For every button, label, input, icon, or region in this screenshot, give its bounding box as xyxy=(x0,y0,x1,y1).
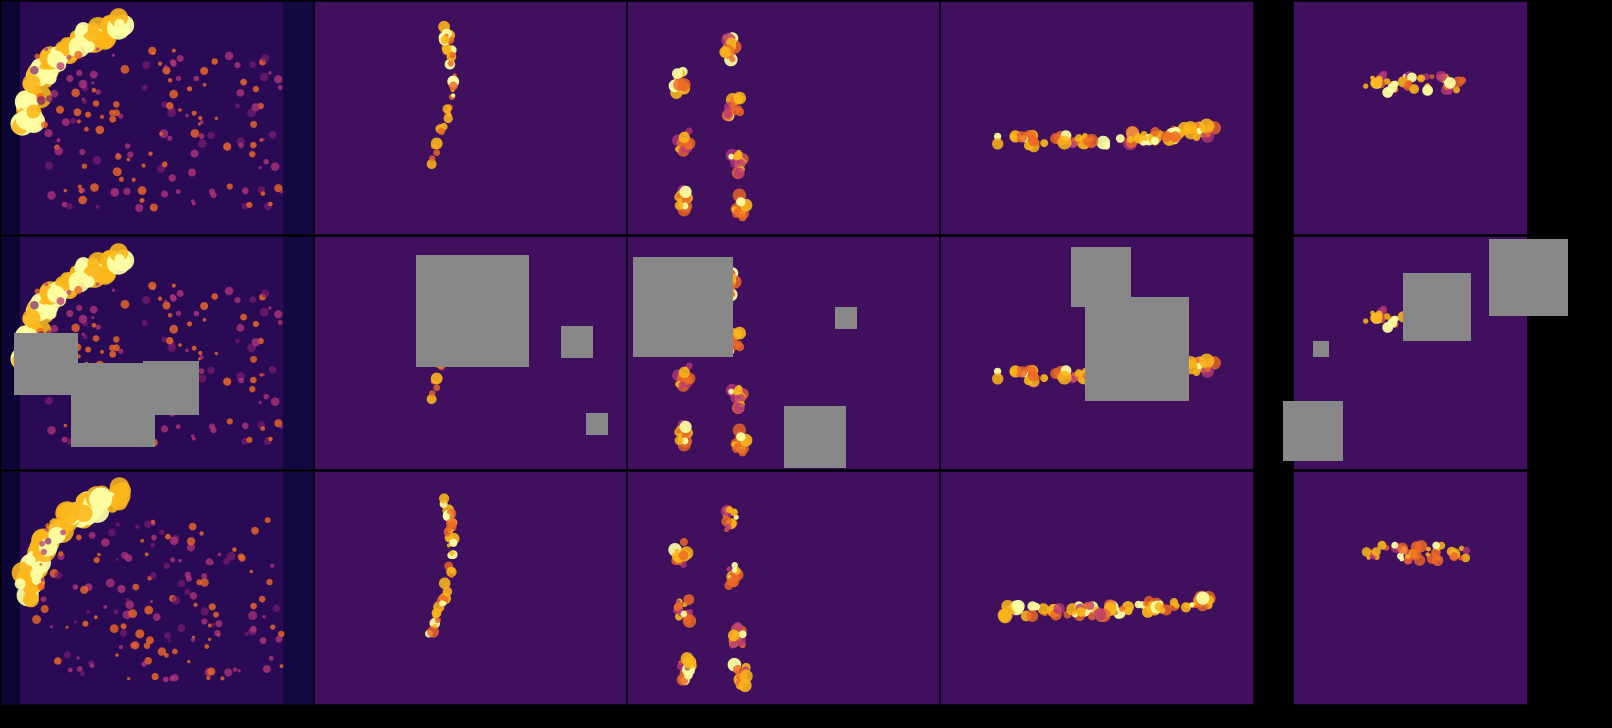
mask-patch xyxy=(561,326,593,358)
mask-patch xyxy=(633,257,733,357)
image-panel-masked-2 xyxy=(314,236,627,470)
image-panel-original-2 xyxy=(314,1,627,235)
thermal-image xyxy=(2,2,313,234)
thermal-image xyxy=(315,2,626,234)
image-panel-original-1 xyxy=(1,1,314,235)
image-panel-original-3 xyxy=(627,1,940,235)
mask-patch xyxy=(1283,401,1343,461)
mask-patch xyxy=(835,307,857,329)
mask-patch xyxy=(784,406,846,468)
image-panel-reconstruction-5 xyxy=(1293,471,1528,705)
image-panel-reconstruction-4 xyxy=(940,471,1254,705)
mask-patch xyxy=(1313,341,1329,357)
thermal-image xyxy=(1294,472,1527,704)
thermal-image xyxy=(941,472,1253,704)
mask-patch xyxy=(586,413,608,435)
image-panel-reconstruction-2 xyxy=(314,471,627,705)
thermal-image xyxy=(315,472,626,704)
mask-patch xyxy=(143,361,199,415)
mask-patch xyxy=(1489,239,1568,316)
image-panel-masked-1 xyxy=(1,236,314,470)
image-panel-masked-4 xyxy=(940,236,1254,470)
thermal-image xyxy=(941,2,1253,234)
thermal-image xyxy=(628,2,939,234)
image-panel-masked-3 xyxy=(627,236,940,470)
image-panel-original-4 xyxy=(940,1,1254,235)
image-panel-reconstruction-3 xyxy=(627,471,940,705)
mask-patch xyxy=(71,363,155,447)
thermal-image xyxy=(628,472,939,704)
image-panel-original-5 xyxy=(1293,1,1528,235)
mask-patch xyxy=(416,255,529,367)
thermal-image xyxy=(1294,2,1527,234)
thermal-image xyxy=(2,472,313,704)
mask-patch xyxy=(1085,297,1189,401)
image-panel-reconstruction-1 xyxy=(1,471,314,705)
mask-patch xyxy=(14,333,78,395)
mask-patch xyxy=(1403,273,1471,341)
